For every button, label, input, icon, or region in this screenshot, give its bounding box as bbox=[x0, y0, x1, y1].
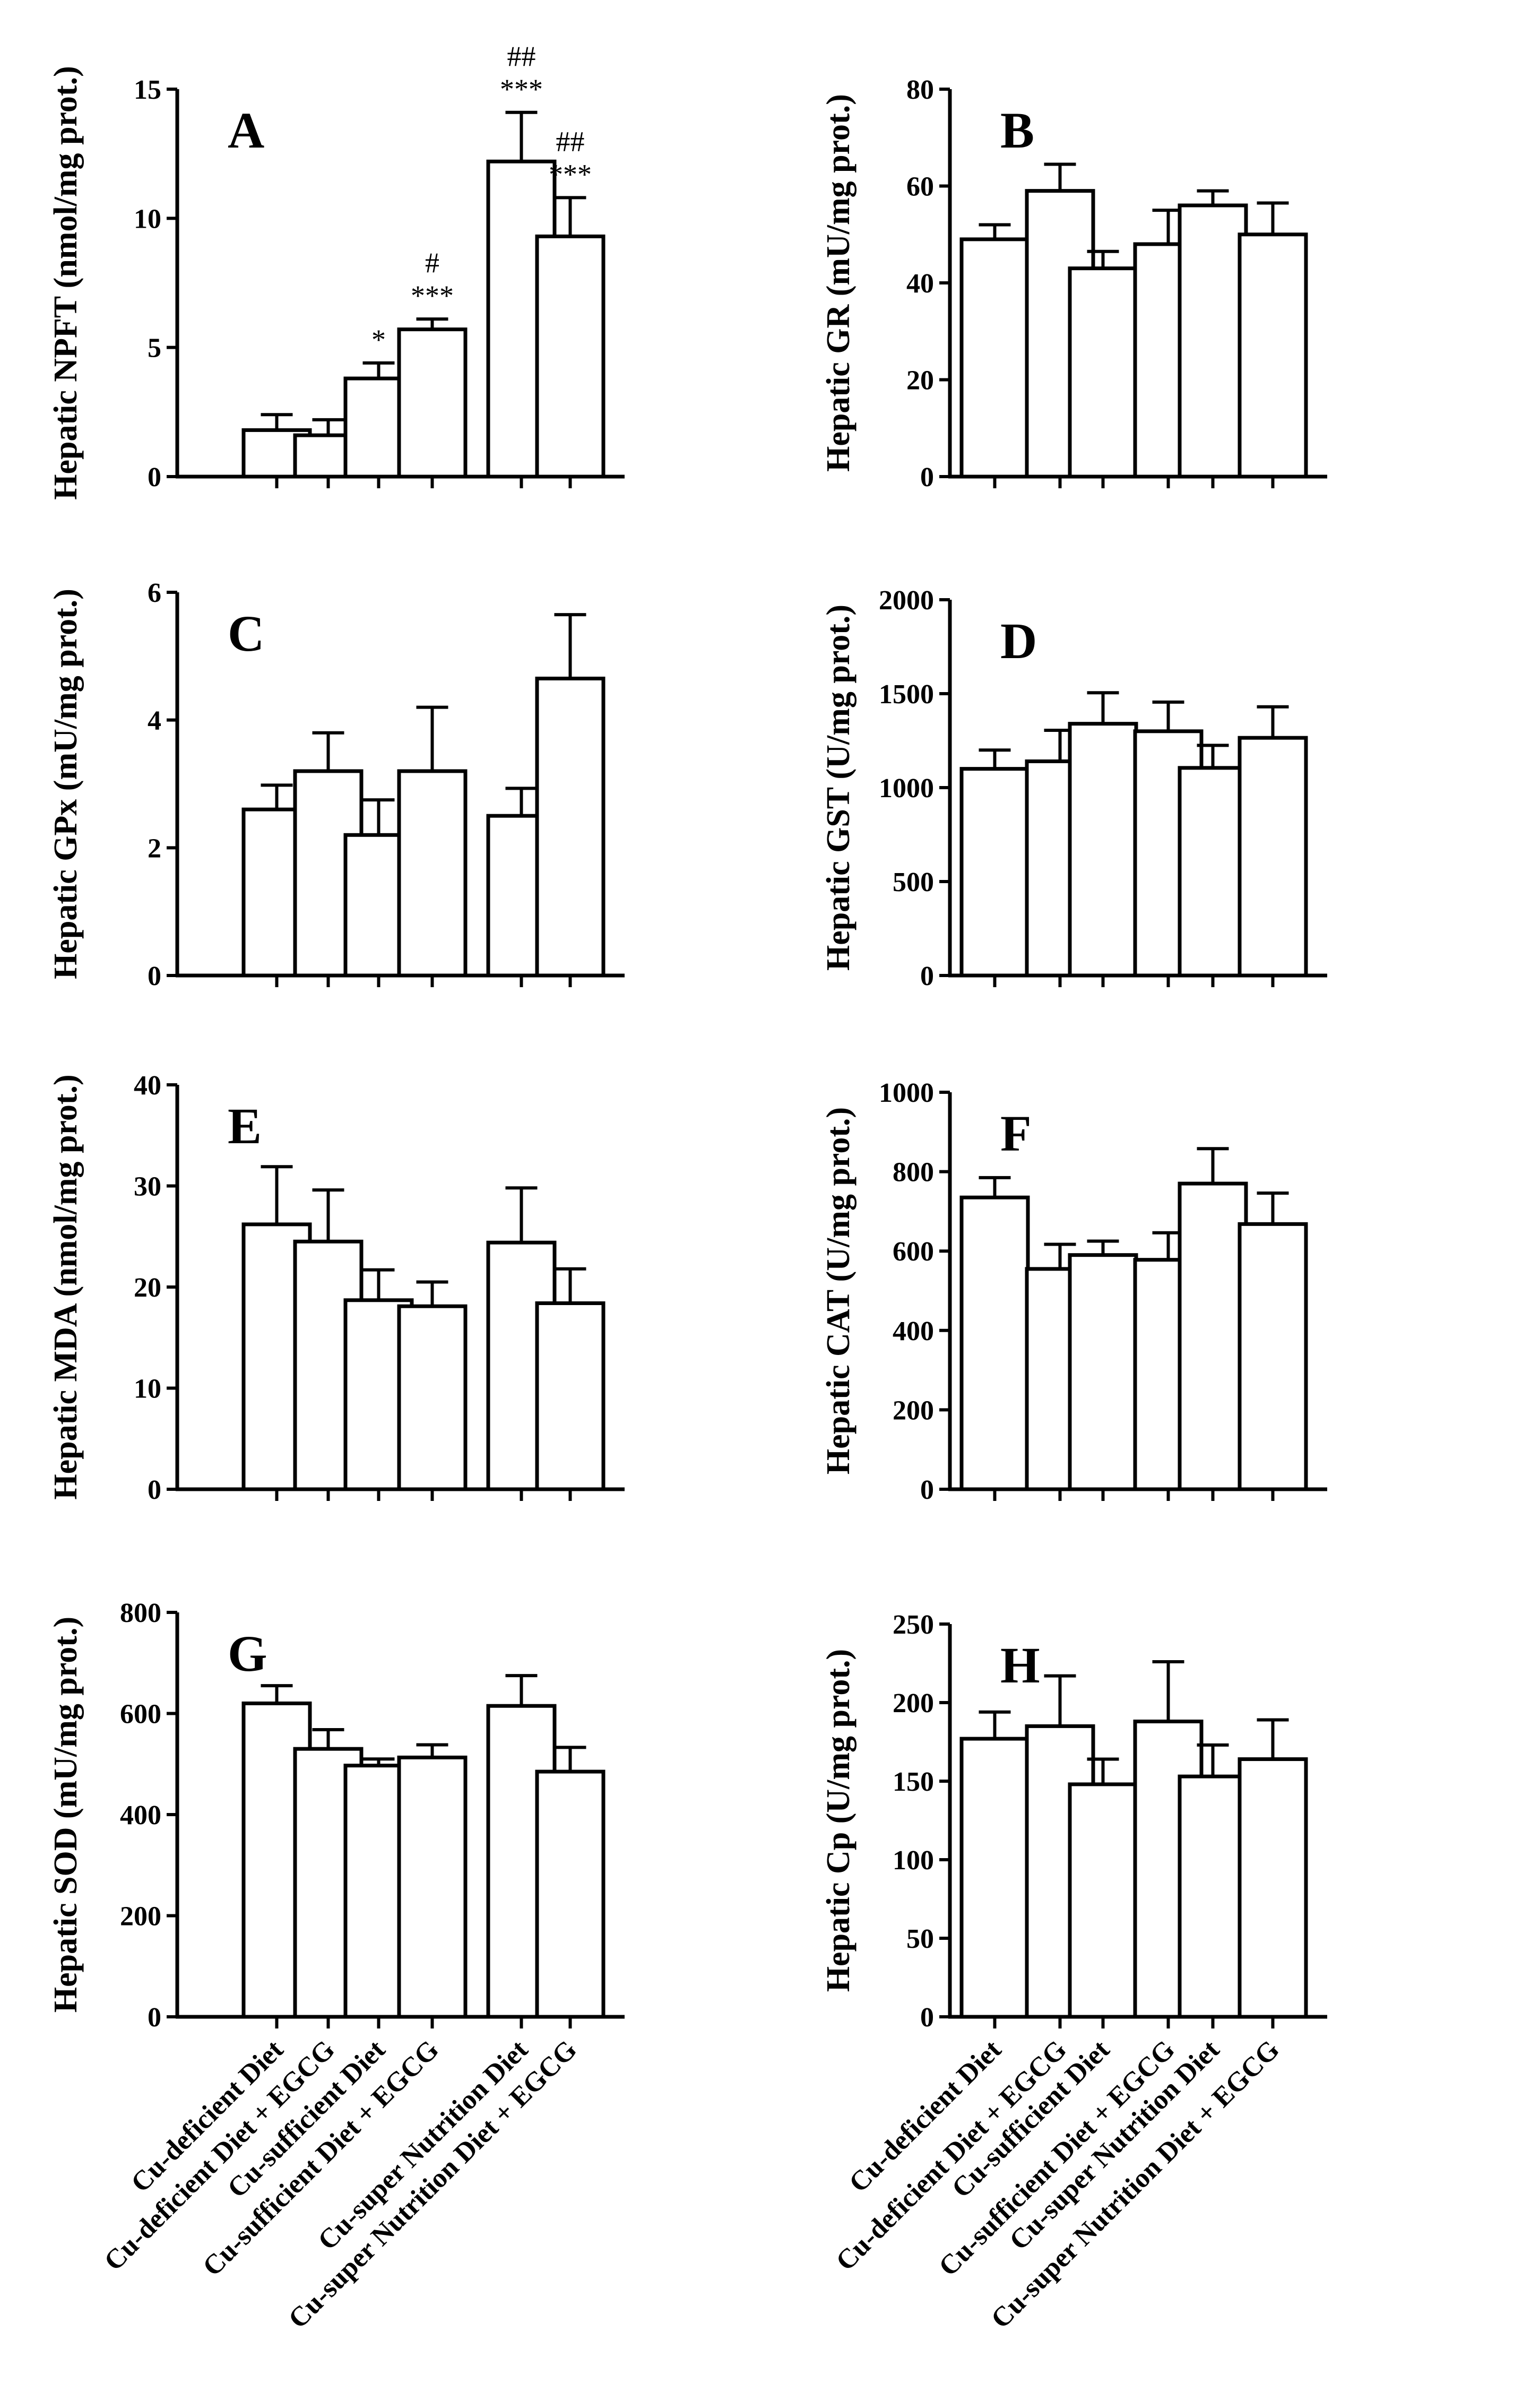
y-tick-label: 0 bbox=[148, 961, 161, 991]
y-tick-label: 0 bbox=[148, 2002, 161, 2033]
y-tick-label: 200 bbox=[120, 1902, 161, 1932]
significance-mark: * bbox=[371, 324, 386, 356]
panel-letter: F bbox=[1000, 1105, 1032, 1162]
y-tick-label: 30 bbox=[134, 1172, 161, 1202]
bar-3 bbox=[1068, 266, 1138, 479]
y-tick-label: 150 bbox=[893, 1767, 934, 1797]
y-tick-label: 0 bbox=[148, 1475, 161, 1505]
y-axis-title: Hepatic MDA (nmol/mg prot.) bbox=[48, 1074, 84, 1499]
bar-6 bbox=[1238, 232, 1308, 479]
bar-5 bbox=[1178, 1181, 1248, 1491]
y-tick-label: 10 bbox=[134, 1374, 161, 1404]
panel-e: 0 10 20 30 40 E Hepatic MDA (nmol/mg prot.) bbox=[48, 1070, 625, 1505]
significance-mark: *** bbox=[500, 73, 543, 105]
y-tick-label: 60 bbox=[906, 172, 934, 202]
bar-1 bbox=[959, 767, 1030, 978]
y-tick-label: 250 bbox=[893, 1610, 934, 1640]
bar-3 bbox=[1068, 722, 1138, 978]
bar-4 bbox=[397, 1304, 468, 1491]
panel-letter: A bbox=[228, 102, 264, 159]
y-tick-label: 40 bbox=[134, 1070, 161, 1101]
y-tick-label: 6 bbox=[148, 578, 161, 608]
y-axis-title: Hepatic CAT (U/mg prot.) bbox=[820, 1107, 856, 1474]
y-tick-label: 400 bbox=[120, 1800, 161, 1831]
y-tick-label: 0 bbox=[148, 462, 161, 493]
panel-letter: D bbox=[1000, 612, 1037, 669]
bar-6 bbox=[1238, 1222, 1308, 1491]
panel-letter: B bbox=[1000, 102, 1034, 159]
y-axis-title: Hepatic NPFT (nmol/mg prot.) bbox=[48, 66, 84, 499]
y-tick-label: 600 bbox=[120, 1699, 161, 1730]
y-tick-label: 600 bbox=[893, 1237, 934, 1267]
panel-f: 0 200 400 600 800 1000 F Hepatic CAT (U/mg prot… bbox=[820, 1078, 1327, 1505]
y-tick-label: 40 bbox=[906, 269, 934, 299]
y-tick-label: 800 bbox=[893, 1158, 934, 1188]
y-tick-label: 4 bbox=[148, 706, 161, 736]
bar-6 bbox=[1238, 1757, 1308, 2019]
y-axis-title: Hepatic GR (mU/mg prot.) bbox=[820, 94, 856, 472]
bar-6 bbox=[535, 1769, 605, 2019]
significance-mark: *** bbox=[411, 280, 454, 312]
bar-6 bbox=[535, 1301, 605, 1491]
y-tick-label: 200 bbox=[893, 1395, 934, 1426]
panel-letter: C bbox=[228, 605, 264, 662]
y-tick-label: 1000 bbox=[879, 773, 934, 804]
significance-mark: ## bbox=[507, 40, 536, 72]
bar-3 bbox=[1068, 1253, 1138, 1491]
bar-6 bbox=[535, 676, 605, 978]
y-tick-label: 20 bbox=[906, 366, 934, 396]
y-tick-label: 500 bbox=[893, 867, 934, 897]
y-tick-label: 50 bbox=[906, 1924, 934, 1954]
y-tick-label: 5 bbox=[148, 333, 161, 364]
bar-5 bbox=[1178, 766, 1248, 978]
y-tick-label: 0 bbox=[920, 1475, 934, 1505]
significance-mark: ## bbox=[556, 125, 585, 157]
y-axis-title: Hepatic GPx (mU/mg prot.) bbox=[48, 589, 84, 979]
panel-letter: E bbox=[228, 1098, 262, 1154]
panel-letter: G bbox=[228, 1625, 267, 1682]
panel-b: 0 20 40 60 80 B Hepatic GR (mU/mg prot.) bbox=[820, 75, 1327, 493]
bar-6 bbox=[535, 234, 605, 479]
bar-5 bbox=[1178, 1774, 1248, 2019]
y-tick-label: 0 bbox=[920, 2002, 934, 2033]
panel-d: 0 500 1000 1500 2000 D Hepatic GST (U/mg prot.… bbox=[820, 585, 1327, 991]
y-tick-label: 1000 bbox=[879, 1078, 934, 1108]
bar-1 bbox=[959, 1737, 1030, 2019]
y-axis-title: Hepatic SOD (mU/mg prot.) bbox=[48, 1617, 84, 2013]
bar-4 bbox=[397, 327, 468, 479]
y-tick-label: 200 bbox=[893, 1688, 934, 1719]
y-tick-label: 20 bbox=[134, 1273, 161, 1303]
bar-4 bbox=[397, 769, 468, 978]
y-axis-title: Hepatic Cp (U/mg prot.) bbox=[820, 1649, 856, 1992]
bar-1 bbox=[959, 1195, 1030, 1491]
y-tick-label: 400 bbox=[893, 1316, 934, 1346]
panel-letter: H bbox=[1000, 1637, 1040, 1694]
y-tick-label: 0 bbox=[920, 462, 934, 493]
panel-c: 0 2 4 6 C Hepatic GPx (mU/mg prot.) bbox=[48, 578, 625, 991]
significance-mark: *** bbox=[549, 158, 592, 190]
y-tick-label: 800 bbox=[120, 1598, 161, 1628]
bar-5 bbox=[1178, 203, 1248, 479]
bar-1 bbox=[959, 237, 1030, 479]
y-tick-label: 1500 bbox=[879, 679, 934, 710]
bar-3 bbox=[1068, 1782, 1138, 2019]
y-axis-title: Hepatic GST (U/mg prot.) bbox=[820, 605, 856, 971]
y-tick-label: 0 bbox=[920, 961, 934, 991]
y-tick-label: 80 bbox=[906, 75, 934, 105]
bar-6 bbox=[1238, 736, 1308, 978]
y-tick-label: 2000 bbox=[879, 585, 934, 616]
bar-4 bbox=[397, 1755, 468, 2019]
y-tick-label: 15 bbox=[134, 75, 161, 105]
y-tick-label: 100 bbox=[893, 1845, 934, 1876]
y-tick-label: 10 bbox=[134, 204, 161, 234]
y-tick-label: 2 bbox=[148, 833, 161, 864]
significance-mark: # bbox=[425, 247, 439, 279]
